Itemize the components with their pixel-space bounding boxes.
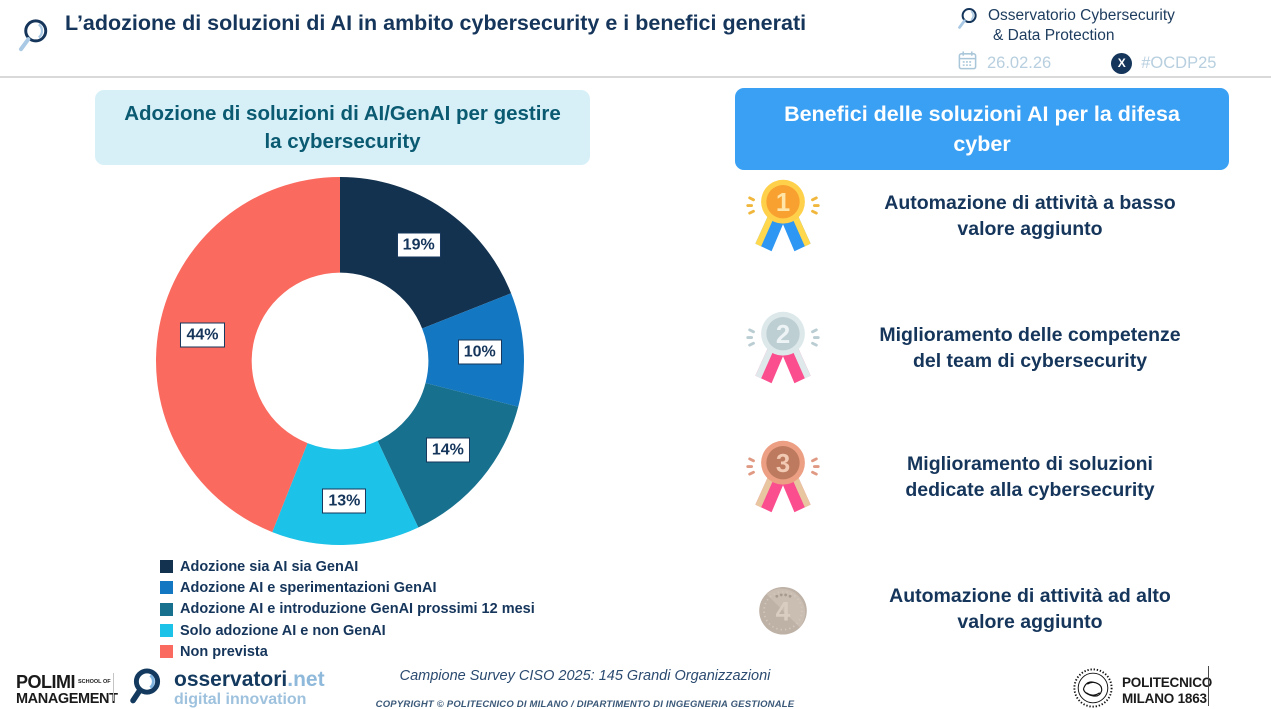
slice-value-label: 10% <box>457 339 502 365</box>
legend-swatch <box>160 624 173 638</box>
slice-value-label: 14% <box>425 437 470 463</box>
hashtag-label: #OCDP25 <box>1141 53 1217 72</box>
legend-swatch <box>160 560 173 574</box>
osservatori-magnifier-logo-icon <box>14 16 54 63</box>
benefit-text-2: Miglioramento delle competenze del team … <box>879 323 1181 372</box>
silver-medal-icon: 2 <box>735 308 831 388</box>
legend-item: Solo adozione AI e non GenAI <box>160 620 535 641</box>
oss-tagline: digital innovation <box>174 690 307 708</box>
legend-swatch <box>160 645 173 659</box>
donut-slice-4 <box>155 177 340 533</box>
politecnico-milano-logo: POLITECNICO MILANO 1863 <box>1072 667 1212 709</box>
gold-medal-icon: 1 <box>735 176 831 256</box>
svg-text:1: 1 <box>776 189 790 217</box>
date-label: 26.02.26 <box>987 53 1052 72</box>
svg-text:3: 3 <box>776 450 790 478</box>
date-group: 26.02.26 <box>957 50 1051 76</box>
chart-title: Adozione di soluzioni di AI/GenAI per ge… <box>124 102 561 153</box>
slice-value-label: 44% <box>180 322 225 348</box>
osservatorio-brand-icon <box>955 6 981 38</box>
oss-tld: .net <box>287 667 325 691</box>
observatory-brand: Osservatorio Cybersecurity & Data Protec… <box>955 6 1260 46</box>
benefit-item-4: 4 Automazione di attività ad alto valore… <box>735 560 1229 658</box>
legend-item: Adozione AI e sperimentazioni GenAI <box>160 577 535 598</box>
benefits-title-box: Benefici delle soluzioni AI per la difes… <box>735 88 1229 171</box>
copyright-note: COPYRIGHT © POLITECNICO DI MILANO / DIPA… <box>375 699 795 709</box>
chart-legend: Adozione sia AI sia GenAI Adozione AI e … <box>160 556 535 662</box>
slice-value-label: 13% <box>322 488 367 514</box>
oss-name: osservatori <box>174 667 288 691</box>
osservatori-net-logo: osservatori.net digital innovation <box>128 667 325 709</box>
bronze-medal-icon: 3 <box>735 437 831 517</box>
benefit-item-2: 2 Miglioramento delle competenze del tea… <box>735 296 1229 400</box>
benefit-text-1: Automazione di attività a basso valore a… <box>884 191 1176 240</box>
header: L’adozione di soluzioni di AI in ambito … <box>0 0 1271 78</box>
benefits-title: Benefici delle soluzioni AI per la difes… <box>784 102 1180 157</box>
header-meta: Osservatorio Cybersecurity & Data Protec… <box>955 6 1260 76</box>
legend-item: Adozione AI e introduzione GenAI prossim… <box>160 599 535 620</box>
sample-note: Campione Survey CISO 2025: 145 Grandi Or… <box>399 668 771 684</box>
svg-text:4: 4 <box>776 596 791 626</box>
donut-value-labels: 19% 10% 14% 13% 44% <box>140 161 540 561</box>
benefit-item-1: 1 Automazione di attività a basso valore… <box>735 168 1229 264</box>
x-twitter-icon: X <box>1111 52 1133 74</box>
hashtag-group: X #OCDP25 <box>1111 52 1217 74</box>
chart-title-box: Adozione di soluzioni di AI/GenAI per ge… <box>95 90 590 166</box>
page-title: L’adozione di soluzioni di AI in ambito … <box>65 11 807 35</box>
legend-item: Non prevista <box>160 641 535 662</box>
legend-swatch <box>160 602 173 616</box>
legend-swatch <box>160 581 173 595</box>
osservatori-magnifier-icon <box>128 667 166 709</box>
benefit-text-4: Automazione di attività ad alto valore a… <box>889 584 1171 633</box>
slice-value-label: 19% <box>396 232 441 258</box>
politecnico-seal-icon <box>1072 667 1114 709</box>
header-title-group: L’adozione di soluzioni di AI in ambito … <box>14 8 895 63</box>
benefit-text-3: Miglioramento di soluzioni dedicate alla… <box>905 452 1155 501</box>
donut-chart: 19% 10% 14% 13% 44% <box>140 161 540 561</box>
gray-coin-icon: 4 <box>735 572 831 646</box>
polimi-som-logo: POLIMI SCHOOL OF MANAGEMENT <box>16 672 118 707</box>
svg-text:2: 2 <box>776 321 790 349</box>
footer-divider <box>113 673 114 701</box>
footer-divider <box>1208 666 1209 706</box>
benefit-item-3: 3 Miglioramento di soluzioni dedicate al… <box>735 424 1229 530</box>
calendar-icon <box>957 50 978 76</box>
legend-item: Adozione sia AI sia GenAI <box>160 556 535 577</box>
header-meta-row: 26.02.26 X #OCDP25 <box>955 50 1260 76</box>
observatory-name: Osservatorio Cybersecurity & Data Protec… <box>988 7 1175 45</box>
